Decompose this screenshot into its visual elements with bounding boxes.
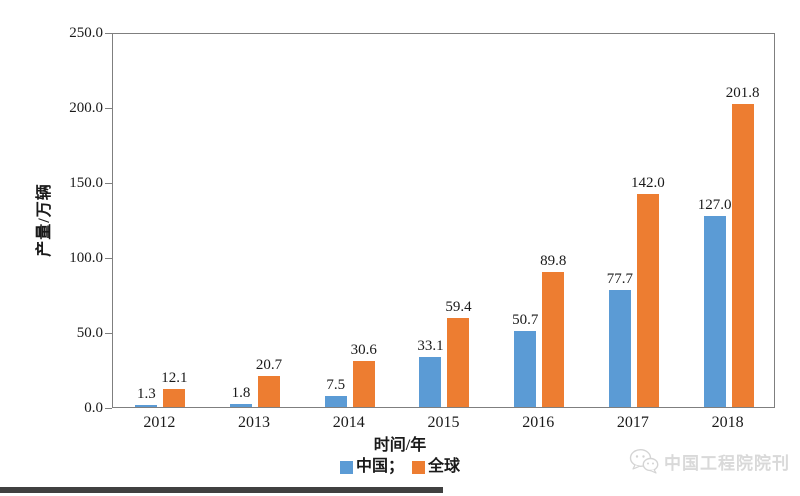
- data-label-china-2017: 77.7: [606, 271, 634, 287]
- data-label-china-2012: 1.3: [136, 386, 156, 402]
- data-label-global-2016: 89.8: [540, 253, 567, 269]
- bar-global-2016: [542, 272, 565, 407]
- legend-label-china: 中国；: [355, 458, 404, 475]
- bottom-divider-bar: [0, 487, 443, 493]
- bar-china-2016: [514, 331, 537, 407]
- y-tick-label: 200.0: [69, 100, 103, 116]
- data-label-global-2018: 201.8: [725, 85, 760, 101]
- x-tick-label-2018: 2018: [711, 414, 744, 431]
- y-tick-label: 150.0: [69, 175, 103, 191]
- bar-china-2014: [324, 396, 347, 407]
- legend-item-china: 中国；: [339, 458, 404, 476]
- x-tick-label-2013: 2013: [238, 414, 271, 431]
- bar-china-2017: [608, 290, 631, 407]
- x-tick-label-2012: 2012: [143, 414, 176, 431]
- y-tick-mark: [105, 33, 112, 34]
- x-tick-label-2014: 2014: [332, 414, 365, 431]
- bar-group-2014: 7.5 30.6: [302, 34, 397, 407]
- x-axis-title: 时间/年: [373, 437, 427, 454]
- bar-global-2012: [163, 389, 186, 407]
- bar-group-2016: 50.7 89.8: [492, 34, 587, 407]
- chart-legend: 中国； 全球: [0, 458, 800, 476]
- data-label-global-2012: 12.1: [161, 370, 188, 386]
- y-tick-mark: [105, 333, 112, 334]
- legend-item-global: 全球: [412, 458, 460, 476]
- y-tick-label: 250.0: [69, 25, 103, 41]
- journal-watermark-text: 中国工程院院刊: [664, 453, 790, 473]
- y-tick-mark: [105, 108, 112, 109]
- x-tick-label-2017: 2017: [616, 414, 649, 431]
- y-tick-mark: [105, 408, 112, 409]
- y-tick-mark: [105, 183, 112, 184]
- y-tick-label: 100.0: [69, 250, 103, 266]
- y-axis-title: 产量/万辆: [36, 183, 53, 257]
- bar-china-2015: [419, 357, 442, 407]
- bar-china-2013: [230, 404, 253, 407]
- data-label-global-2014: 30.6: [350, 342, 377, 358]
- y-tick-label: 0.0: [84, 400, 103, 416]
- bar-group-2018: 127.0 201.8: [681, 34, 776, 407]
- bar-group-2012: 1.3 12.1: [113, 34, 208, 407]
- y-tick-mark: [105, 258, 112, 259]
- data-label-china-2018: 127.0: [697, 197, 732, 213]
- bar-china-2012: [135, 405, 158, 407]
- bar-group-2015: 33.1 59.4: [397, 34, 492, 407]
- bar-global-2014: [352, 361, 375, 407]
- x-tick-label-2016: 2016: [522, 414, 555, 431]
- legend-swatch-global: [412, 460, 425, 474]
- data-label-global-2015: 59.4: [445, 299, 472, 315]
- journal-watermark: 中国工程院院刊: [629, 448, 790, 474]
- data-label-global-2013: 20.7: [255, 357, 283, 373]
- y-tick-label: 50.0: [76, 325, 103, 341]
- legend-swatch-china: [339, 460, 353, 474]
- legend-label-global: 全球: [428, 458, 461, 475]
- wechat-logo-icon: [629, 448, 659, 474]
- data-label-global-2017: 142.0: [631, 175, 665, 191]
- x-tick-label-2015: 2015: [427, 414, 460, 431]
- data-label-china-2013: 1.8: [231, 385, 251, 401]
- bar-global-2018: [731, 104, 754, 407]
- bar-global-2013: [258, 376, 281, 407]
- bar-global-2015: [447, 318, 470, 407]
- data-label-china-2015: 33.1: [417, 338, 444, 354]
- bar-group-2017: 77.7 142.0: [587, 34, 682, 407]
- bar-group-2013: 1.8 20.7: [208, 34, 303, 407]
- plot-area: 1.3 12.1 1.8 20.7 7.5 30.6 33.1 59.4 50.7 89.8 77.…: [112, 33, 775, 408]
- data-label-china-2016: 50.7: [512, 312, 539, 328]
- bar-global-2017: [636, 194, 659, 407]
- bar-china-2018: [703, 216, 726, 407]
- data-label-china-2014: 7.5: [326, 377, 346, 393]
